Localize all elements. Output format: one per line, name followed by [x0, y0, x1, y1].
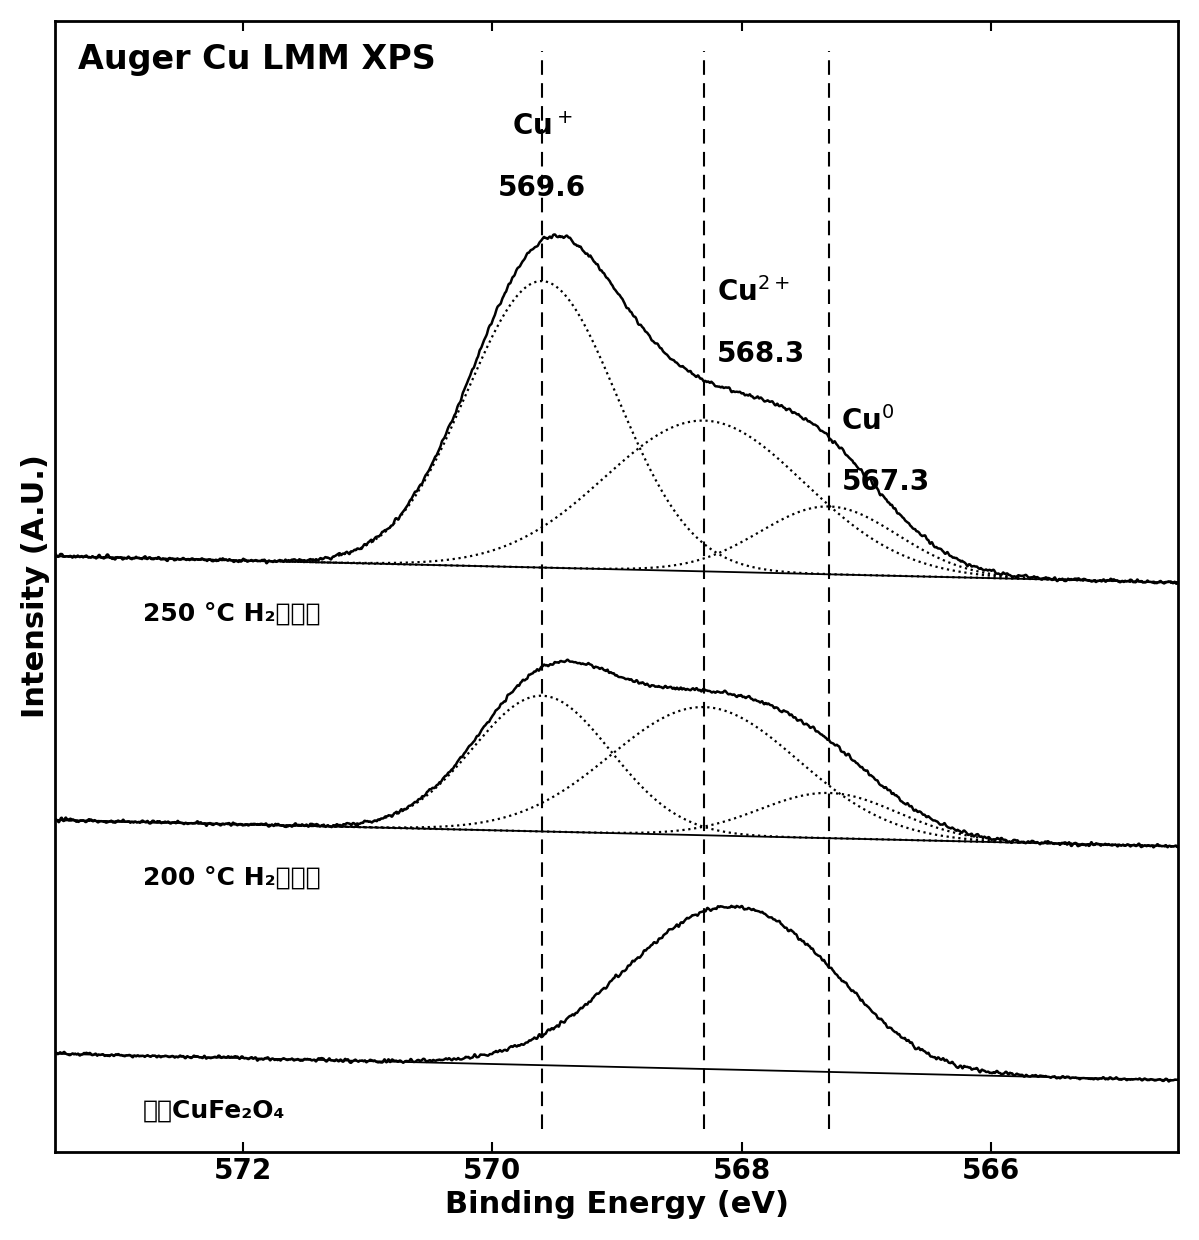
Text: 567.3: 567.3 — [842, 467, 929, 496]
Text: 新鹿CuFe₂O₄: 新鹿CuFe₂O₄ — [143, 1099, 285, 1123]
Text: 200 °C H₂还原后: 200 °C H₂还原后 — [143, 866, 320, 889]
Text: Auger Cu LMM XPS: Auger Cu LMM XPS — [78, 43, 435, 77]
Text: 250 °C H₂还原后: 250 °C H₂还原后 — [143, 601, 320, 625]
Text: 568.3: 568.3 — [717, 340, 805, 367]
Text: Cu$^+$: Cu$^+$ — [512, 114, 572, 141]
X-axis label: Binding Energy (eV): Binding Energy (eV) — [445, 1190, 789, 1219]
Text: Cu$^0$: Cu$^0$ — [842, 405, 894, 435]
Text: Cu$^{2+}$: Cu$^{2+}$ — [717, 278, 789, 308]
Y-axis label: Intensity (A.U.): Intensity (A.U.) — [20, 454, 50, 718]
Text: 569.6: 569.6 — [498, 174, 586, 202]
